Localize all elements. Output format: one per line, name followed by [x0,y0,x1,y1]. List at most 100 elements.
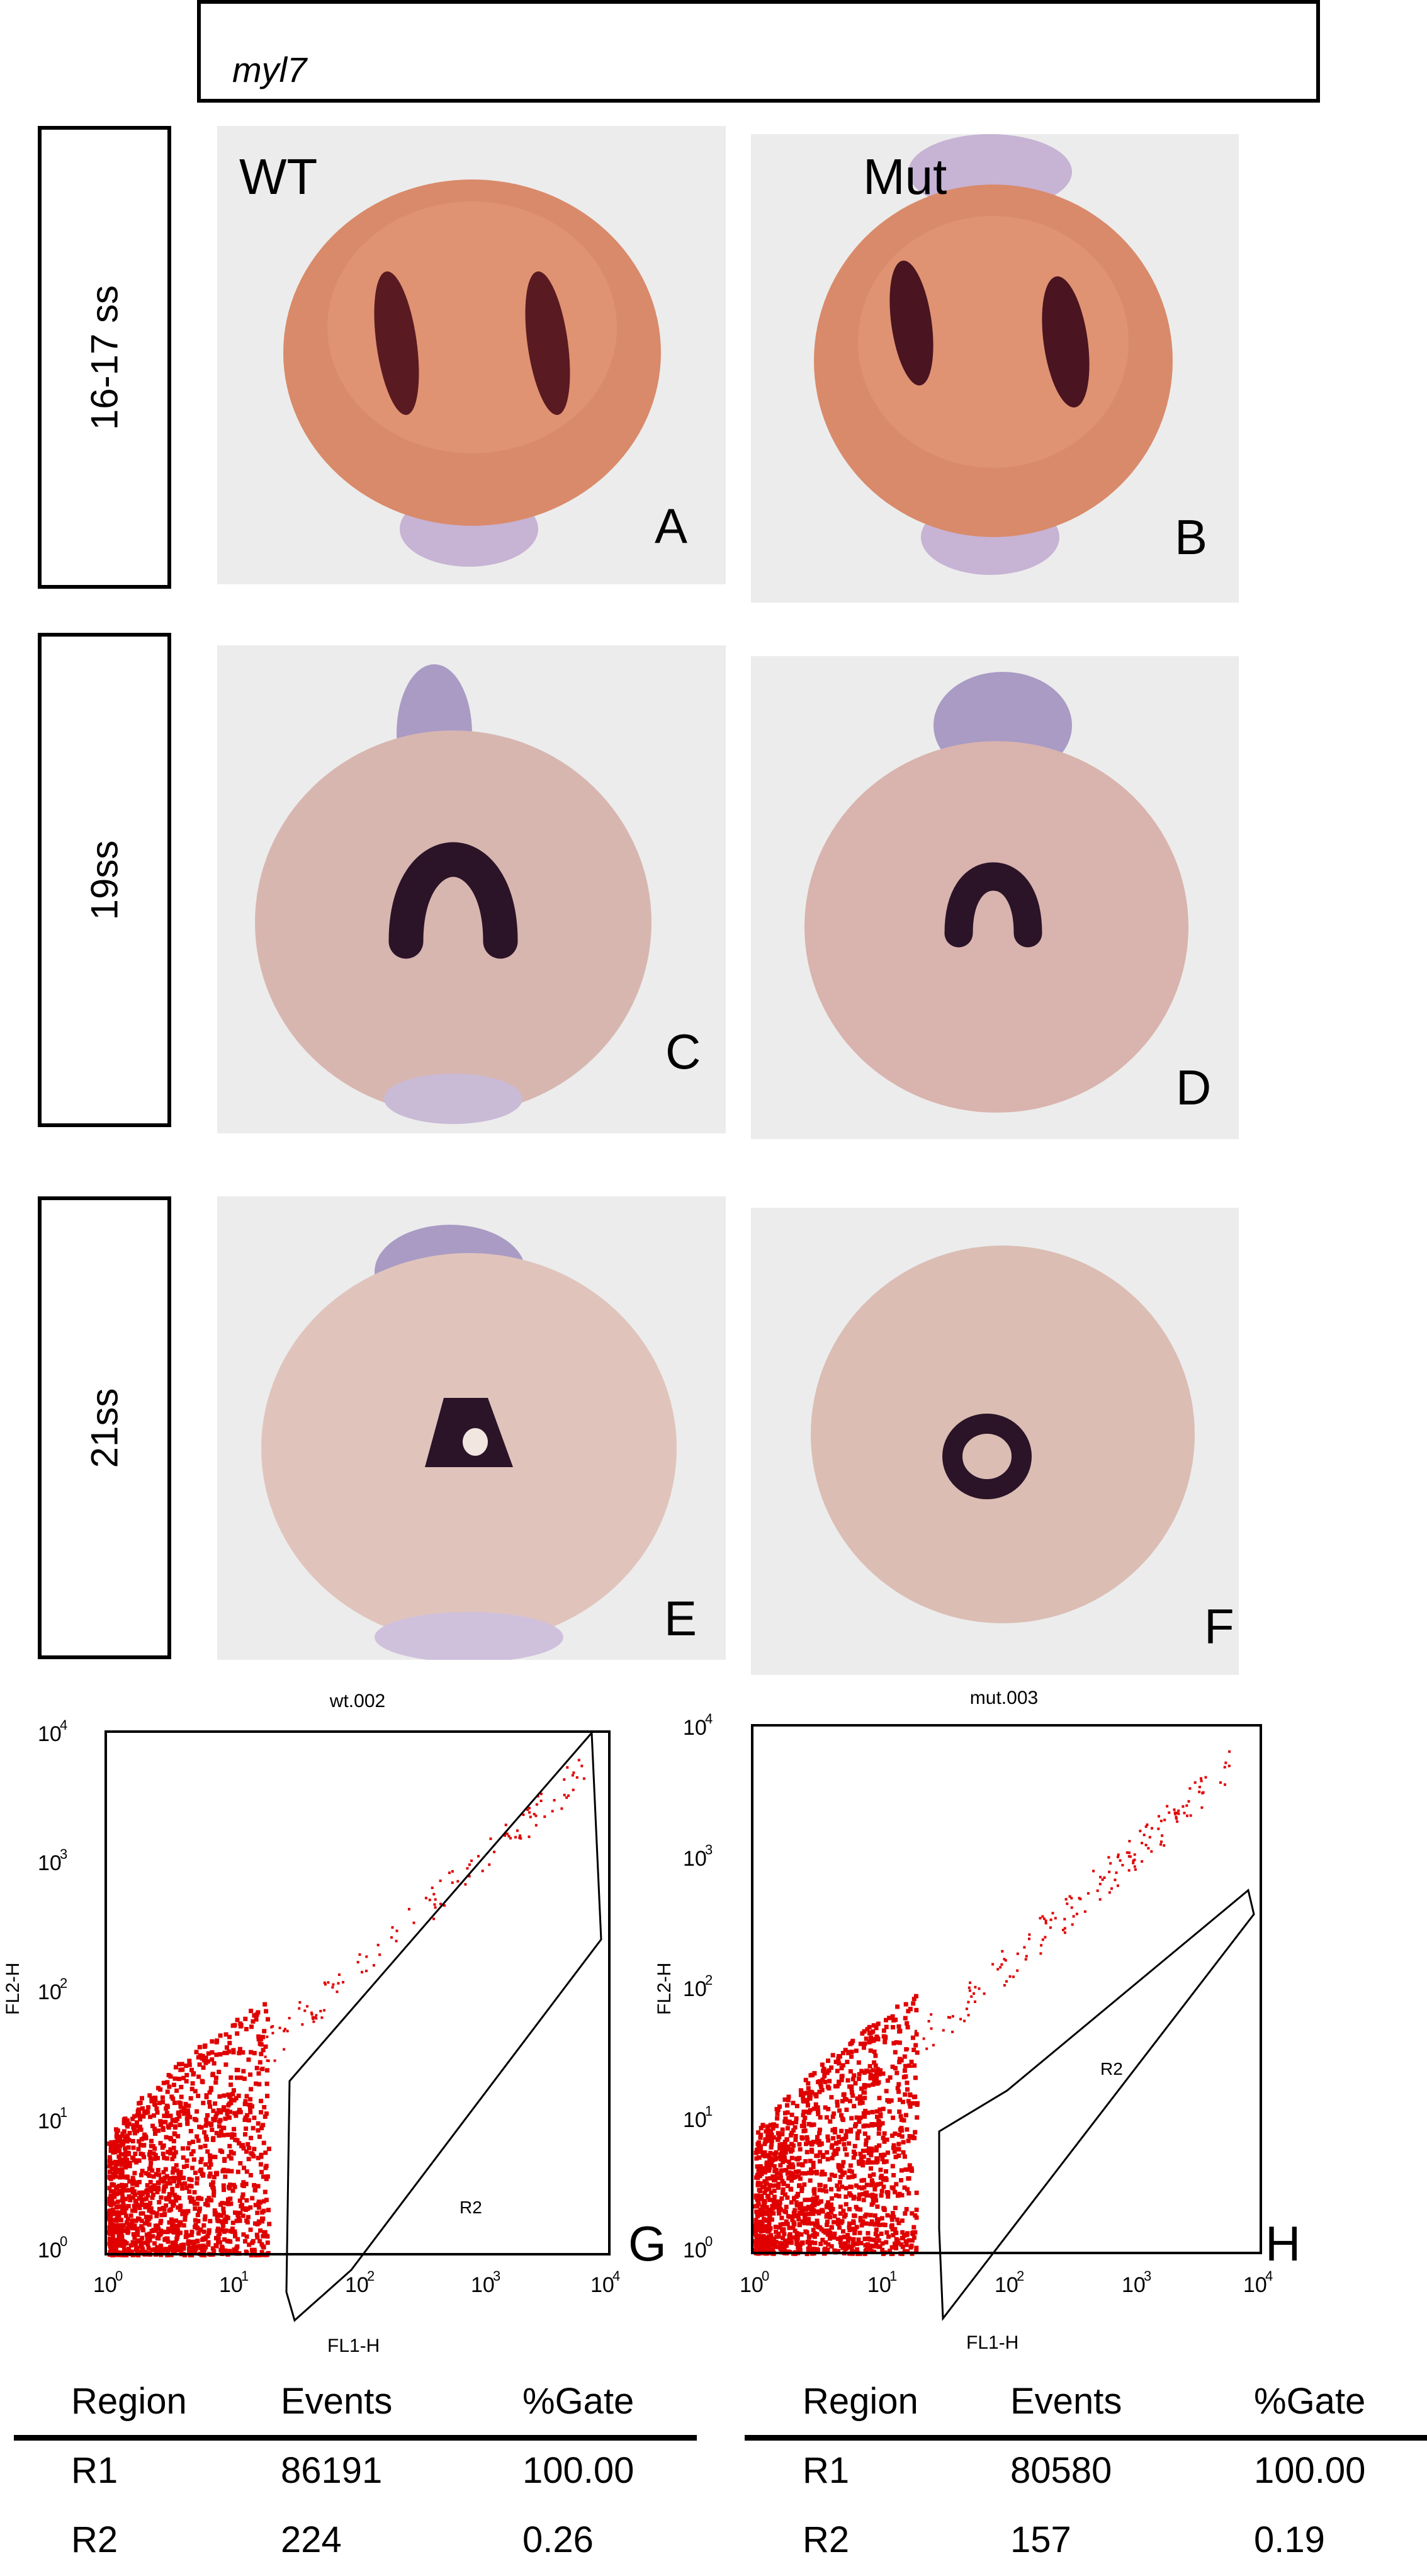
table-h-header-events: Events [1010,2381,1122,2422]
svg-text:10: 10 [471,2273,495,2297]
y-axis-label-h: FL2-H [654,1963,675,2015]
panel-d-image: D [751,656,1239,1139]
svg-text:10: 10 [995,2273,1018,2297]
table-h-r2-events: 157 [1010,2519,1071,2560]
flow-plot-h-title: mut.003 [969,1688,1039,1708]
panel-letter-g: G [628,2216,667,2271]
gate-label-g: R2 [460,2198,482,2217]
flow-plot-g: wt.002 R2 10 0 10 1 10 2 10 3 10 4 10 0 10 1 10… [0,1688,714,2355]
embryo-a [283,179,661,567]
table-h-r2-region: R2 [803,2519,850,2560]
gate-r2-h [938,1888,1255,2322]
svg-text:10: 10 [38,2238,62,2262]
panel-letter-f: F [1204,1599,1234,1654]
x-axis-label-h: FL1-H [966,2332,1018,2353]
panel-a-image: WT A [217,126,726,584]
svg-text:4: 4 [1265,2268,1273,2284]
svg-text:0: 0 [115,2268,123,2284]
svg-text:10: 10 [683,1716,707,1740]
embryo-c [255,664,651,1124]
table-h-r2-gate: 0.19 [1254,2519,1325,2560]
svg-text:10: 10 [683,1847,707,1871]
panel-letter-c: C [665,1024,701,1079]
y-ticks-g: 100 101 102 103 104 [38,1717,67,2262]
table-g-header-region: Region [71,2381,187,2422]
svg-text:10: 10 [683,1977,707,2001]
panel-letter-e: E [664,1591,697,1646]
gate-label-h: R2 [1100,2059,1123,2079]
svg-text:0: 0 [60,2233,67,2249]
table-g-r2-gate: 0.26 [522,2519,594,2560]
embryo-b [814,134,1173,575]
plot-frame-g [104,1730,611,2255]
table-g-r2-region: R2 [71,2519,118,2560]
scatter-points-g [107,1759,585,2257]
gate-r2-g [285,1730,602,2322]
svg-text:10: 10 [867,2273,891,2297]
svg-text:10: 10 [1243,2273,1267,2297]
svg-text:1: 1 [705,2103,713,2119]
embryo-d [804,672,1188,1113]
panel-letter-h: H [1265,2216,1300,2271]
table-h-r1-region: R1 [803,2450,850,2491]
panel-e-image: E [217,1196,726,1660]
svg-text:10: 10 [38,1980,62,2004]
svg-text:0: 0 [705,2233,713,2249]
panel-b-image: Mut B [751,134,1239,603]
stage-label-2: 19ss [83,840,126,920]
svg-text:1: 1 [60,2104,67,2120]
table-h-header-gate: %Gate [1254,2381,1366,2422]
scatter-points-h [753,1750,1231,2256]
svg-text:2: 2 [705,1972,713,1988]
table-g-r1-gate: 100.00 [522,2450,635,2491]
stage-label-3: 21ss [83,1388,126,1468]
gene-label: myl7 [232,50,307,89]
stage-box-1: 16-17 ss [38,126,171,589]
flow-plot-g-title: wt.002 [329,1691,386,1711]
svg-text:3: 3 [60,1846,67,1862]
svg-text:1: 1 [889,2268,897,2284]
svg-text:3: 3 [705,1842,713,1858]
flow-plot-h-svg: R2 100 101 102 103 104 100 101 102 103 1… [654,1711,1300,2353]
svg-text:10: 10 [683,2108,707,2132]
x-ticks-h: 100 101 102 103 104 [740,2268,1273,2297]
svg-text:10: 10 [38,1722,62,1746]
svg-text:4: 4 [60,1717,67,1733]
svg-text:1: 1 [241,2268,249,2284]
svg-text:0: 0 [762,2268,769,2284]
panel-letter-a: A [655,498,688,553]
table-g-header-gate: %Gate [522,2381,635,2422]
flow-plot-h: mut.003 R2 10 0 10 1 10 2 10 3 10 4 10 0 10 1 1… [636,1688,1379,2355]
flow-plot-g-svg: R2 100 101 102 103 104 100 101 102 103 1… [3,1717,667,2355]
table-h-header-region: Region [803,2381,918,2422]
table-g-header-events: Events [281,2381,393,2422]
panel-letter-b: B [1175,509,1208,565]
table-g-r1-events: 86191 [281,2450,383,2491]
genotype-wt: WT [239,149,318,205]
panel-f-image: F [751,1208,1239,1675]
svg-text:10: 10 [93,2273,117,2297]
table-h-r1-gate: 100.00 [1254,2450,1366,2491]
x-axis-label-g: FL1-H [327,2335,380,2355]
stats-table-g: Region Events %Gate R1 86191 100.00 R2 2… [0,2368,699,2576]
svg-text:3: 3 [1144,2268,1151,2284]
y-axis-label-g: FL2-H [3,1963,23,2015]
panel-c-image: C [217,645,726,1133]
y-ticks-h: 100 101 102 103 104 [683,1711,713,2262]
svg-text:10: 10 [1122,2273,1146,2297]
svg-text:4: 4 [705,1711,713,1727]
x-ticks-g: 100 101 102 103 104 [93,2268,620,2297]
panel-letter-d: D [1176,1060,1212,1115]
embryo-e [261,1225,677,1660]
svg-text:10: 10 [219,2273,243,2297]
svg-text:2: 2 [60,1975,67,1991]
svg-text:10: 10 [683,2238,707,2262]
stage-box-2: 19ss [38,633,171,1127]
svg-text:10: 10 [590,2273,614,2297]
stage-label-1: 16-17 ss [83,285,126,430]
gene-label-box: myl7 [197,0,1320,103]
table-g-rule [14,2435,697,2441]
embryo-f [811,1245,1195,1623]
table-h-rule [745,2435,1427,2441]
table-h-r1-events: 80580 [1010,2450,1112,2491]
